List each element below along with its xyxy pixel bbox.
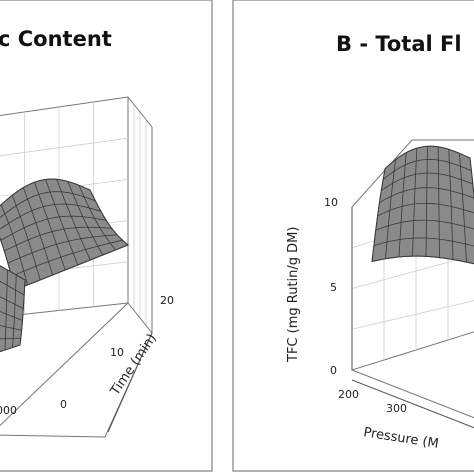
panel-a-surface-front-mesh-v-1 — [0, 280, 25, 296]
panel-a-surface-top-mesh-u-9 — [89, 189, 129, 246]
panel-a-x-tick: 000 — [0, 404, 17, 417]
panel-b-surface-main-mesh-u-8 — [469, 157, 474, 200]
panel-a-side-edge — [127, 96, 153, 128]
panel-b: B - Total Fl 10 5 0 TFC (mg Rutin/g DM) … — [286, 32, 474, 452]
panel-a-surface-top-mesh-v-3 — [0, 215, 107, 241]
panel-a-time-tick-20: 20 — [160, 294, 174, 307]
panel-a-surface-top-mesh-u-8 — [78, 185, 116, 251]
panel-a-surface-front-mesh-v-0 — [0, 265, 26, 281]
panel-a-surface-top-mesh-v-1 — [0, 191, 96, 219]
panel-b-surface-main-mesh-u-7 — [458, 153, 467, 263]
panel-a-surface-front-mesh-v-3 — [0, 311, 23, 321]
panel-a-surface-front-mesh-v-2 — [0, 296, 24, 309]
panel-b-surface-main-mesh-v-7 — [371, 255, 474, 265]
panel-b-surface-main-mesh-u-1 — [385, 159, 397, 259]
panel-a-time-tick-10: 10 — [110, 346, 124, 359]
panel-b-surface — [371, 145, 474, 265]
panel-a-surface — [0, 178, 129, 353]
panel-b-z-tick-5: 5 — [330, 281, 337, 294]
panel-b-z-tick-10: 10 — [324, 196, 338, 209]
panel-b-surface-main-mesh-v-3 — [379, 187, 474, 204]
panel-a-surface-top-mesh-u-7 — [67, 181, 104, 256]
panel-b-surface-main-mesh-u-2 — [398, 152, 407, 258]
panel-a-surface-top-mesh-u-6 — [56, 179, 91, 261]
panel-b-pressure-axis — [351, 379, 474, 429]
panel-a-time-axis — [107, 332, 153, 433]
panel-b-z-tick-0: 0 — [330, 364, 337, 377]
panel-b-surface-main-mesh-u-5 — [437, 146, 440, 258]
panel-b-surface-main-mesh-u-3 — [412, 148, 418, 257]
panel-b-surface-main-mesh-v-0 — [384, 145, 471, 170]
panel-a-surface-front-mesh-v-5 — [0, 337, 21, 340]
panel-a-title: c Content — [0, 27, 112, 51]
panel-a-surface-top-mesh-v-0 — [0, 178, 91, 207]
panel-a: c Content 0 10 20 Time (min) 000 — [0, 27, 174, 438]
panel-b-surface-main-mesh-v-6 — [373, 237, 474, 247]
panel-b-surface-main-mesh-v-1 — [382, 158, 472, 180]
panel-a-surface-top-mesh-v-4 — [4, 226, 112, 252]
panel-b-surface-main-mesh-v-4 — [377, 202, 474, 217]
panel-b-title: B - Total Fl — [336, 32, 462, 56]
panel-b-surface-main-mesh-u-0 — [371, 168, 386, 262]
panel-a-surface-top-mesh-v-7 — [14, 244, 129, 291]
panel-b-surface-main-mesh-u-6 — [448, 149, 454, 260]
panel-b-surface-main-mesh-v-2 — [381, 172, 473, 191]
panel-a-surface-top-mesh-v-6 — [11, 239, 123, 277]
panel-a-surface-top-mesh-v-2 — [0, 203, 101, 230]
panel-a-surface-top-mesh-u-5 — [45, 179, 79, 266]
panel-b-surface-main-mesh-u-4 — [425, 146, 428, 257]
panel-a-surface-front-mesh-v-6 — [0, 344, 21, 353]
panel-a-time-tick-0: 0 — [60, 398, 67, 411]
panel-a-surface-top-mesh-v-5 — [7, 234, 118, 264]
panel-b-x-tick-200: 200 — [338, 388, 359, 401]
panel-a-surface-top-mesh-u-4 — [34, 182, 66, 271]
panel-a-surface-top-mesh-u-1 — [0, 204, 28, 286]
panel-b-floor-edge — [351, 369, 474, 419]
panel-a-surface-front-mesh-v-4 — [0, 325, 22, 331]
panel-a-floor — [0, 302, 153, 438]
panel-b-z-label: TFC (mg Rutin/g DM) — [286, 227, 301, 363]
panel-a-surface-top-mesh-u-3 — [22, 187, 54, 276]
panel-b-surface-main-mesh-v-5 — [375, 219, 474, 231]
panel-b-x-tick-300: 300 — [386, 402, 407, 415]
panel-a-surface-top-mesh-u-2 — [11, 195, 41, 281]
